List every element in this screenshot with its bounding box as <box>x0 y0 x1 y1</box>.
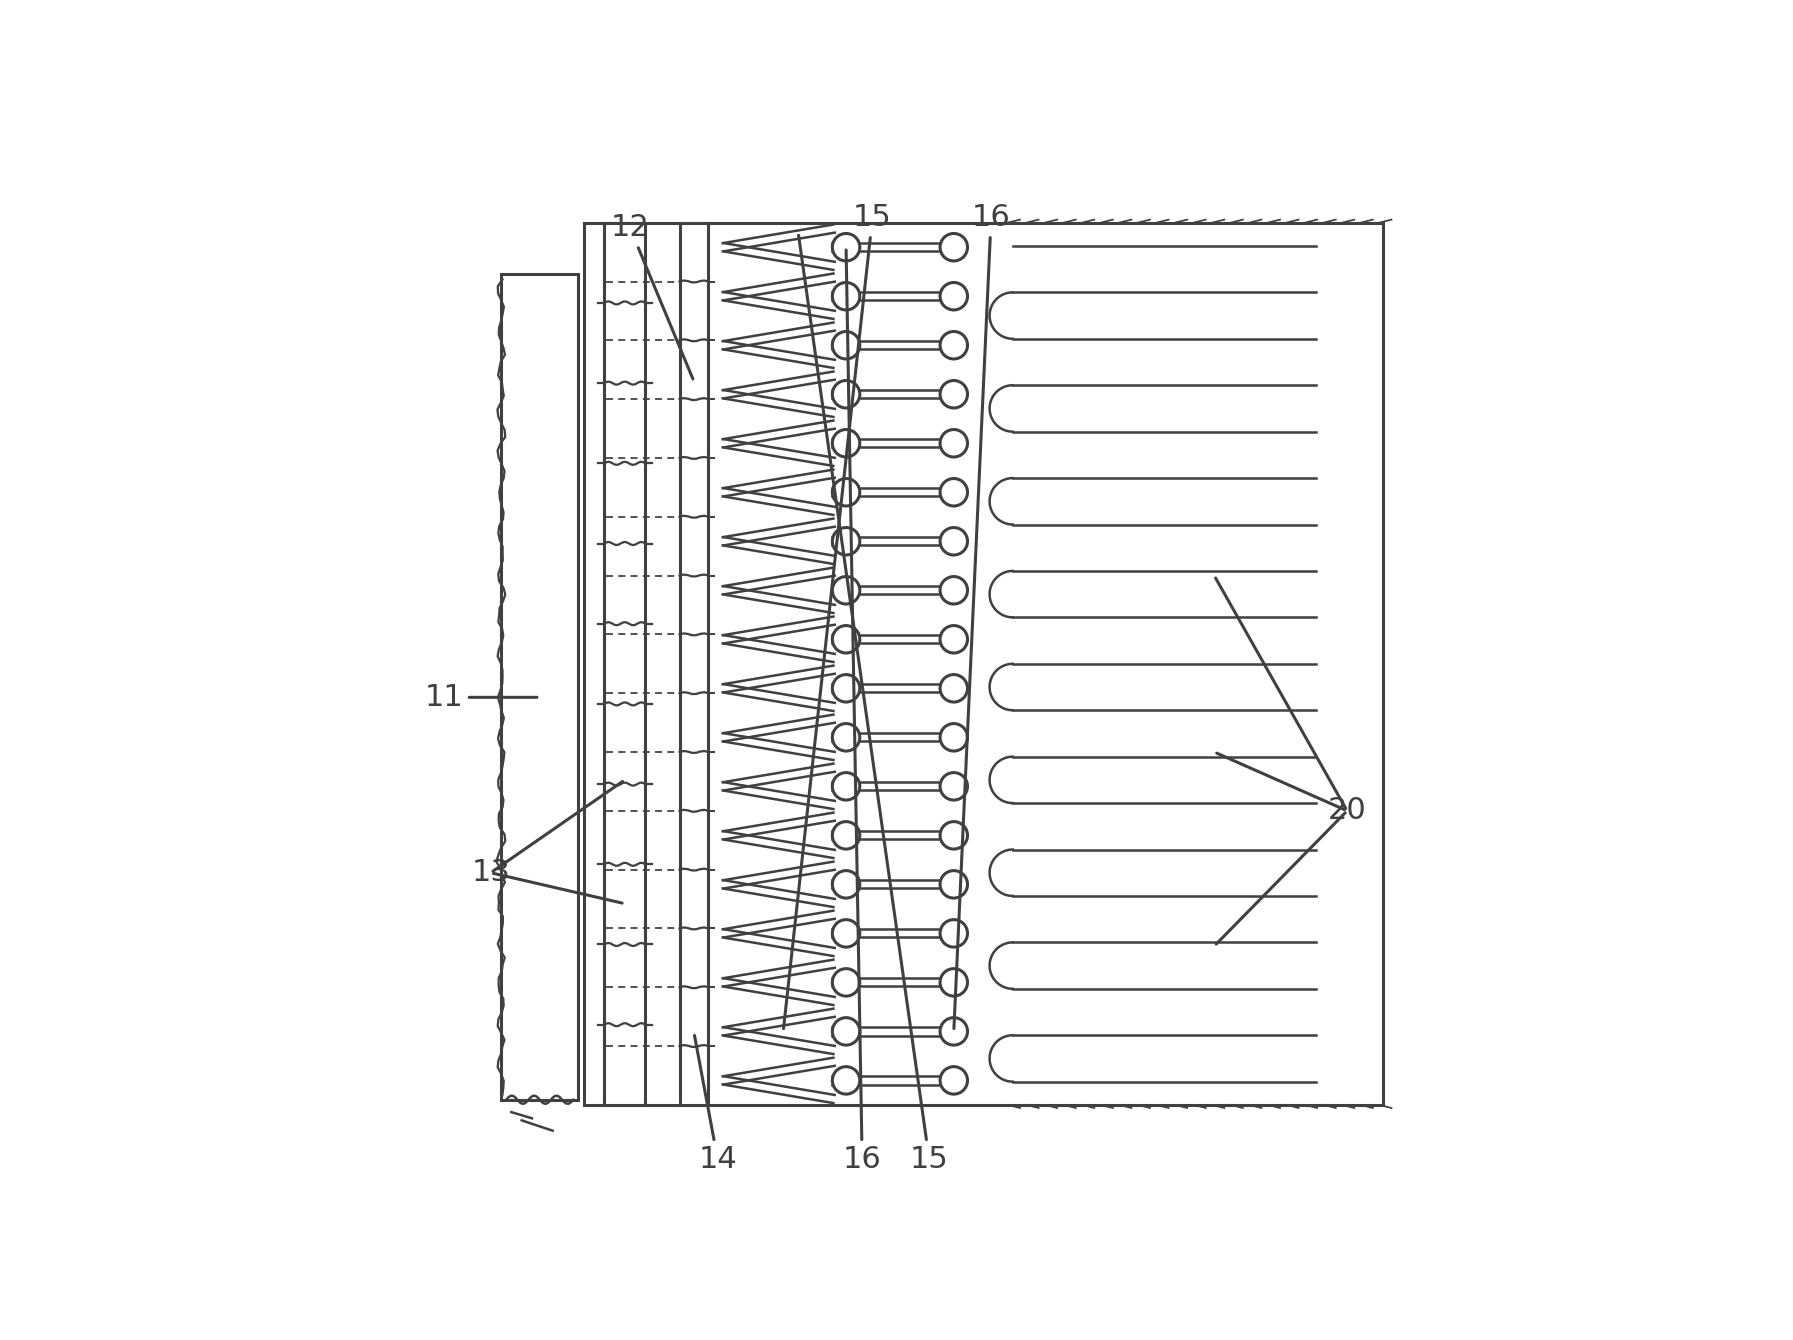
Circle shape <box>832 871 861 898</box>
Circle shape <box>832 626 861 653</box>
Circle shape <box>832 1067 861 1095</box>
Circle shape <box>832 430 861 457</box>
Circle shape <box>940 871 968 898</box>
Circle shape <box>940 331 968 359</box>
Text: 16: 16 <box>843 251 882 1174</box>
Circle shape <box>940 381 968 407</box>
Circle shape <box>832 331 861 359</box>
Circle shape <box>832 674 861 702</box>
Circle shape <box>832 724 861 750</box>
Circle shape <box>940 528 968 555</box>
Circle shape <box>940 919 968 947</box>
Circle shape <box>832 283 861 310</box>
Circle shape <box>940 1067 968 1095</box>
Circle shape <box>940 821 968 850</box>
Bar <box>583 222 1382 1106</box>
Bar <box>680 222 708 1106</box>
Circle shape <box>940 626 968 653</box>
Circle shape <box>832 233 861 261</box>
Text: 15: 15 <box>784 204 891 1029</box>
Circle shape <box>832 528 861 555</box>
Text: 13: 13 <box>472 858 511 887</box>
Circle shape <box>832 969 861 996</box>
Circle shape <box>832 1017 861 1045</box>
Text: 15: 15 <box>798 236 948 1174</box>
Circle shape <box>832 773 861 800</box>
Text: 16: 16 <box>954 204 1011 1029</box>
Circle shape <box>940 674 968 702</box>
Circle shape <box>940 283 968 310</box>
Circle shape <box>940 430 968 457</box>
Circle shape <box>940 724 968 750</box>
Text: 12: 12 <box>611 213 692 379</box>
Circle shape <box>832 478 861 507</box>
Text: 11: 11 <box>425 683 536 712</box>
Bar <box>604 222 645 1106</box>
Circle shape <box>832 576 861 604</box>
Text: 20: 20 <box>1329 796 1366 825</box>
Circle shape <box>940 1017 968 1045</box>
Circle shape <box>832 821 861 850</box>
Circle shape <box>940 969 968 996</box>
Text: 14: 14 <box>694 1036 737 1174</box>
Bar <box>500 275 579 1100</box>
Circle shape <box>832 919 861 947</box>
Circle shape <box>940 478 968 507</box>
Circle shape <box>940 773 968 800</box>
Circle shape <box>832 381 861 407</box>
Circle shape <box>940 576 968 604</box>
Circle shape <box>940 233 968 261</box>
